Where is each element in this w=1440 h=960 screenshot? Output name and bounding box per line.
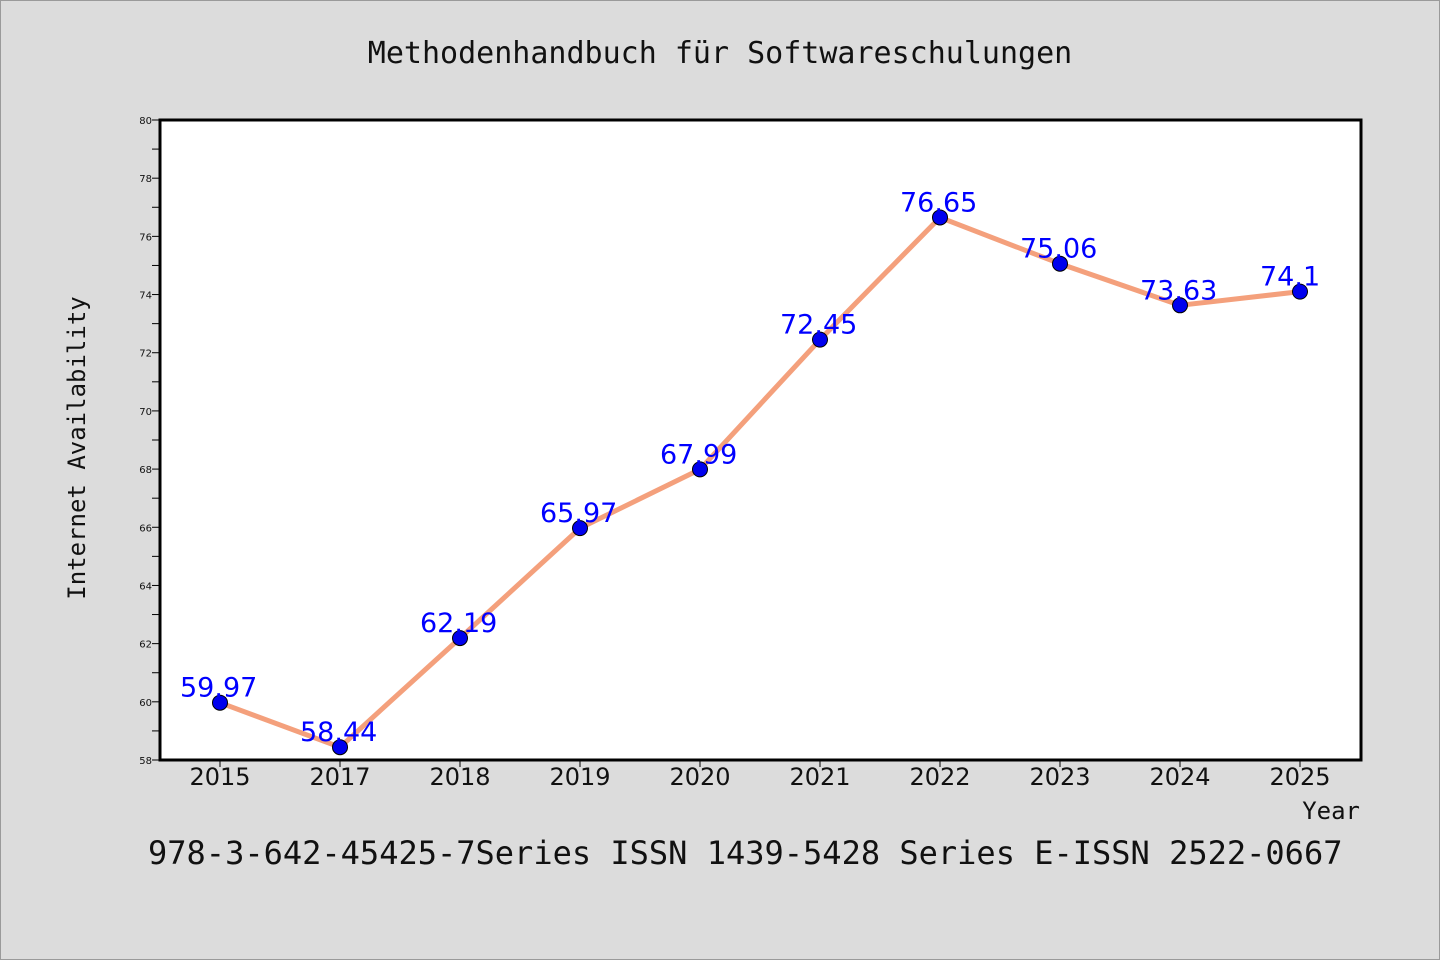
data-label: 65.97 [540,498,617,529]
x-tick-label: 2021 [789,763,850,791]
data-point [812,331,828,348]
data-point [1172,297,1188,314]
y-tick-label: 72 [139,349,152,360]
x-tick-label: 2025 [1269,763,1330,791]
y-axis-label: Internet Availability [63,296,91,599]
y-tick-label: 80 [139,116,152,127]
data-label: 76.65 [900,187,977,218]
plot-area [158,118,1363,762]
x-tick-label: 2022 [909,763,970,791]
y-axis: 58 60 62 64 66 68 70 72 74 76 78 80 [139,116,160,767]
data-label: 62.19 [420,608,497,639]
data-label: 75.06 [1020,234,1097,265]
x-tick-label: 2017 [309,763,370,791]
data-labels: 59.97 58.44 62.19 65.97 67.99 72.45 76.65 75.06… [180,187,1320,748]
x-tick-label: 2020 [669,763,730,791]
y-tick-label: 60 [139,698,152,709]
x-tick-label: 2024 [1149,763,1210,791]
y-tick-label: 68 [139,465,152,476]
data-point [332,739,348,756]
data-label: 58.44 [300,717,377,748]
data-label: 67.99 [660,439,737,470]
x-tick-label: 2015 [189,763,250,791]
data-point [452,630,468,647]
y-tick-label: 62 [139,640,152,651]
y-tick-label: 76 [139,232,152,243]
data-point [1052,255,1068,272]
y-tick-label: 74 [139,291,152,302]
data-point [212,694,228,711]
data-label: 74.1 [1260,262,1320,293]
data-point [932,209,948,226]
y-tick-label: 58 [139,756,152,767]
series-line [219,214,1301,750]
x-tick-label: 2019 [549,763,610,791]
data-point [1292,283,1308,300]
x-axis-label: Year [1302,797,1360,825]
y-tick-label: 64 [139,581,152,592]
footer-isbn-text: 978-3-642-45425-7Series ISSN 1439-5428 S… [148,834,1342,872]
y-tick-label: 78 [139,174,152,185]
data-label: 59.97 [180,673,257,704]
chart-title: Methodenhandbuch für Softwareschulungen [368,36,1072,71]
data-label: 73.63 [1140,275,1217,306]
data-point [572,520,588,537]
y-tick-label: 70 [139,407,152,418]
data-label: 72.45 [780,310,857,341]
y-tick-label: 66 [139,523,152,534]
data-point [692,461,708,478]
series-group [212,209,1308,756]
x-tick-label: 2018 [429,763,490,791]
x-axis: 2015 2017 2018 2019 2020 2021 2022 2023 2024 2025 [189,760,1331,791]
x-tick-label: 2023 [1029,763,1090,791]
